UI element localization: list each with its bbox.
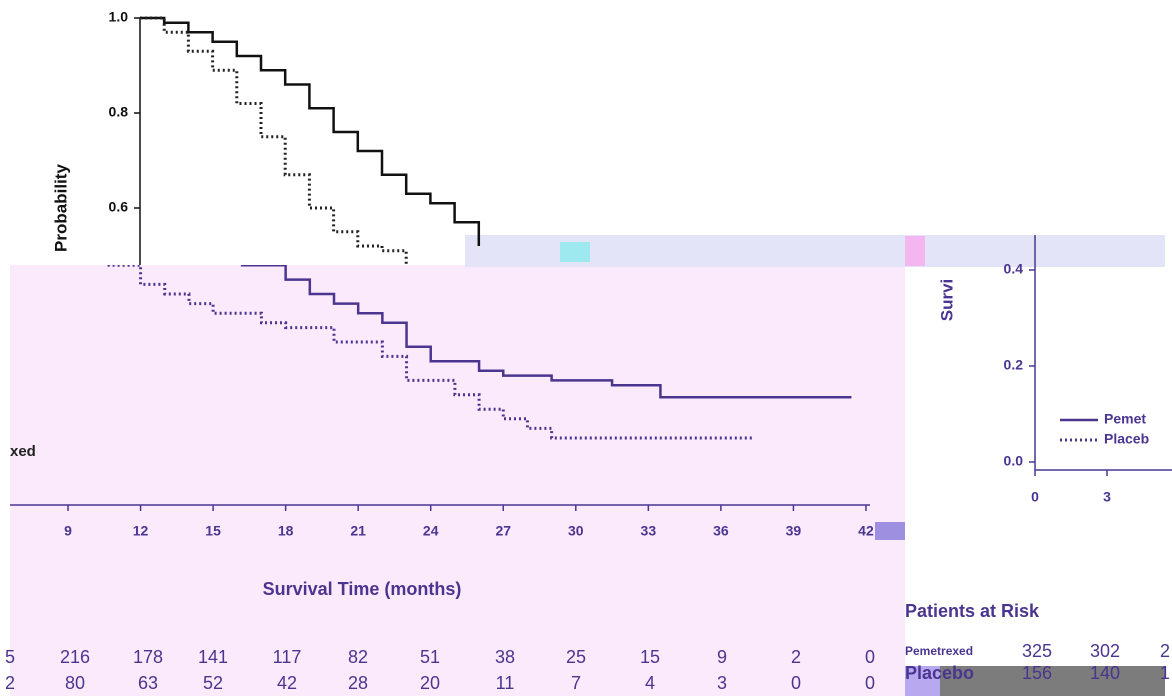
x-tick-label: 12 bbox=[133, 523, 149, 539]
risk-count: 325 bbox=[1022, 641, 1052, 661]
pink-fragment bbox=[10, 265, 905, 696]
km-curve bbox=[140, 16, 408, 265]
km-curve bbox=[140, 16, 481, 246]
risk-count: 7 bbox=[571, 673, 581, 693]
x-tick-label: 39 bbox=[786, 523, 802, 539]
risk-count: 156 bbox=[1022, 663, 1052, 683]
risk-count: 20 bbox=[420, 673, 440, 693]
x-tick-label: 30 bbox=[568, 523, 584, 539]
risk-count: 302 bbox=[1090, 641, 1120, 661]
risk-count: 3 bbox=[717, 673, 727, 693]
legend-label: Pemet bbox=[1104, 411, 1146, 427]
risk-count: 0 bbox=[865, 647, 875, 667]
x-tick-label: 24 bbox=[423, 523, 439, 539]
risk-count: 178 bbox=[133, 647, 163, 667]
y-axis-label: Survi bbox=[937, 279, 956, 322]
risk-count: 140 bbox=[1090, 663, 1120, 683]
risk-count: 2 bbox=[1160, 641, 1170, 661]
risk-count: 15 bbox=[640, 647, 660, 667]
x-tick-label: 27 bbox=[495, 523, 511, 539]
x-axis-label: Survival Time (months) bbox=[263, 579, 462, 599]
risk-count: 28 bbox=[348, 673, 368, 693]
x-tick-label: 33 bbox=[641, 523, 657, 539]
risk-title: Patients at Risk bbox=[905, 601, 1040, 621]
km-curve bbox=[240, 265, 852, 399]
x-tick-label: 18 bbox=[278, 523, 294, 539]
risk-count: 51 bbox=[420, 647, 440, 667]
y-tick-label: 0.6 bbox=[109, 199, 129, 215]
x-tick-label: 0 bbox=[1031, 489, 1039, 505]
x-tick-label: 9 bbox=[64, 523, 72, 539]
risk-count: 0 bbox=[865, 673, 875, 693]
glitch-block bbox=[560, 242, 590, 262]
glitch-block bbox=[940, 666, 1165, 696]
y-tick-label: 1.0 bbox=[109, 9, 129, 25]
risk-count: 9 bbox=[717, 647, 727, 667]
y-axis-label: Probability bbox=[51, 164, 70, 252]
risk-count: 5 bbox=[5, 647, 15, 667]
risk-count: 0 bbox=[791, 673, 801, 693]
y-tick-label: 0.4 bbox=[1004, 261, 1024, 277]
x-tick-label: 21 bbox=[350, 523, 366, 539]
risk-count: 141 bbox=[198, 647, 228, 667]
risk-count: 216 bbox=[60, 647, 90, 667]
risk-count: 117 bbox=[273, 647, 302, 667]
km-curve bbox=[107, 265, 753, 440]
x-tick-label: 42 bbox=[858, 523, 874, 539]
y-tick-label: 0.2 bbox=[1004, 357, 1024, 373]
glitch-block bbox=[905, 236, 925, 266]
risk-count: 11 bbox=[496, 673, 515, 693]
legend-fragment: xed bbox=[10, 443, 36, 460]
risk-count: 80 bbox=[65, 673, 85, 693]
risk-count: 38 bbox=[495, 647, 515, 667]
risk-row-label: Placebo bbox=[905, 663, 974, 683]
glitch-block bbox=[905, 666, 940, 696]
risk-count: 42 bbox=[277, 673, 297, 693]
risk-row-label: Pemetrexed bbox=[905, 644, 973, 658]
y-tick-label: 0.8 bbox=[109, 104, 129, 120]
glitch-block bbox=[875, 522, 905, 540]
y-tick-label: 0.0 bbox=[1004, 453, 1024, 469]
risk-count: 25 bbox=[566, 647, 586, 667]
risk-count: 1 bbox=[1160, 663, 1170, 683]
x-tick-label: 3 bbox=[1103, 489, 1111, 505]
risk-count: 4 bbox=[645, 673, 655, 693]
risk-count: 2 bbox=[791, 647, 801, 667]
risk-count: 82 bbox=[348, 647, 368, 667]
risk-count: 52 bbox=[203, 673, 223, 693]
legend-label: Placeb bbox=[1104, 431, 1149, 447]
x-tick-label: 15 bbox=[205, 523, 221, 539]
x-tick-label: 36 bbox=[713, 523, 729, 539]
risk-count: 2 bbox=[5, 673, 15, 693]
risk-count: 63 bbox=[138, 673, 158, 693]
